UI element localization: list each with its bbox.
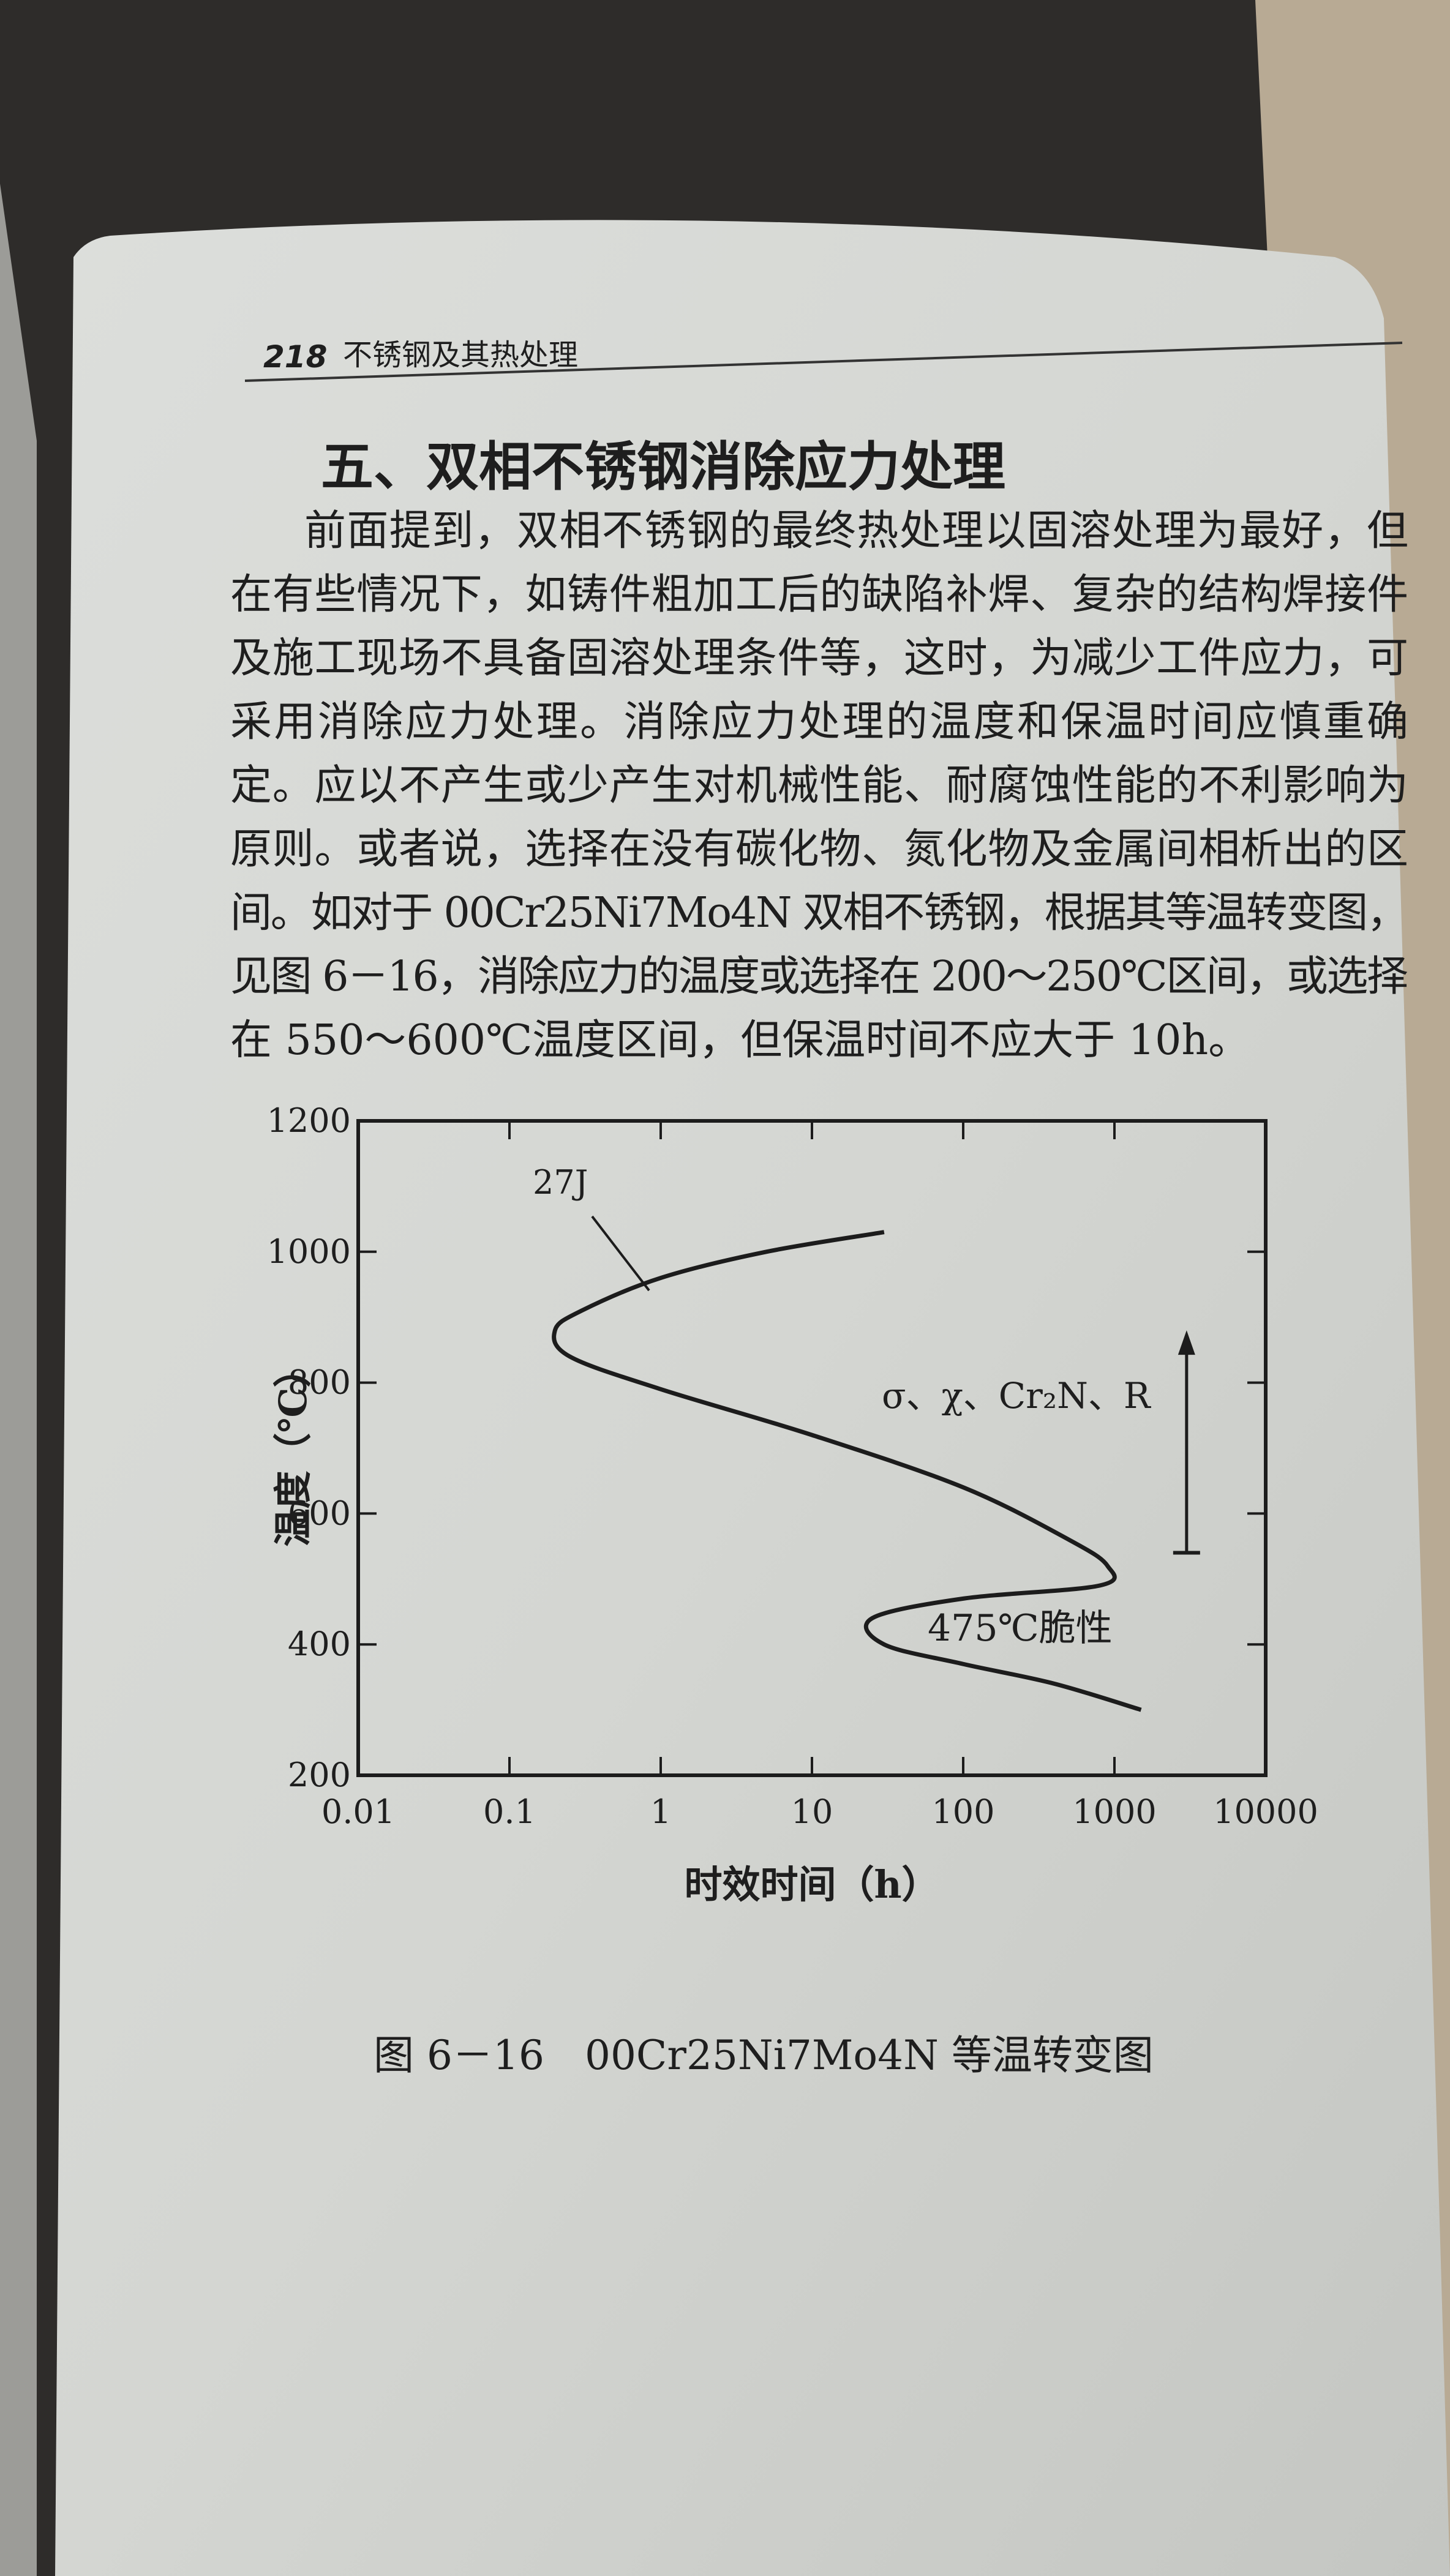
curve [552, 1230, 1142, 1712]
text-line: 在 550～600℃温度区间，但保温时间不应大于 10h。 [230, 1016, 1250, 1065]
text-line: 见图 6－16，消除应力的温度或选择在 200～250℃区间，或选择 [230, 953, 1408, 1001]
x-tick-label: 10000 [1213, 1792, 1318, 1831]
y-tick-label: 400 [288, 1625, 351, 1663]
y-tick-label: 1200 [267, 1101, 351, 1140]
phase-annotation: σ、χ、Cr₂N、R [882, 1375, 1152, 1417]
x-tick-label: 1000 [1072, 1792, 1156, 1831]
figure-caption: 图 6－16 00Cr25Ni7Mo4N 等温转变图 [374, 2032, 1154, 2079]
y-tick-label: 800 [288, 1363, 351, 1402]
paragraph: 前面提到，双相不锈钢的最终热处理以固溶处理为最好，但在有些情况下，如铸件粗加工后… [230, 507, 1408, 1065]
x-tick-label: 1 [650, 1792, 671, 1831]
y-tick-label: 200 [288, 1756, 351, 1794]
section-heading: 五、双相不锈钢消除应力处理 [321, 436, 1005, 498]
x-tick-label: 0.01 [321, 1792, 395, 1831]
x-tick-label: 10 [791, 1792, 833, 1831]
y-tick-label: 600 [288, 1494, 351, 1532]
text-line: 在有些情况下，如铸件粗加工后的缺陷补焊、复杂的结构焊接件 [230, 571, 1408, 619]
x-axis-label: 时效时间（h） [684, 1862, 939, 1907]
text-line: 原则。或者说，选择在没有碳化物、氮化物及金属间相析出的区 [230, 825, 1408, 874]
x-tick-label: 100 [931, 1792, 994, 1831]
running-title: 不锈钢及其热处理 [343, 338, 578, 372]
header-rule [244, 342, 1403, 382]
text-line: 定。应以不产生或少产生对机械性能、耐腐蚀性能的不利影响为 [230, 762, 1408, 810]
text-line: 及施工现场不具备固溶处理条件等，这时，为减少工件应力，可 [230, 634, 1408, 683]
text-line: 采用消除应力处理。消除应力处理的温度和保温时间应慎重确 [230, 698, 1408, 746]
embrittlement-annotation: 475℃脆性 [928, 1607, 1113, 1650]
series-label: 27J [533, 1163, 588, 1202]
arrow-head [1178, 1330, 1195, 1355]
label-leader [591, 1215, 650, 1292]
text-line: 间。如对于 00Cr25Ni7Mo4N 双相不锈钢，根据其等温转变图， [230, 889, 1408, 937]
left-page-edge [0, 184, 37, 2576]
chart: 0.01 0.1 1 10 100 1000 10000 200 400 600 800 1000 12… [267, 1101, 1318, 1907]
book-page [55, 220, 1450, 2576]
text-line: 前面提到，双相不锈钢的最终热处理以固溶处理为最好，但 [304, 507, 1408, 555]
page-number: 218 [263, 339, 327, 375]
y-tick-label: 1000 [267, 1232, 351, 1271]
x-tick-label: 0.1 [483, 1792, 536, 1831]
y-axis-label: 温度（℃） [271, 1349, 315, 1546]
